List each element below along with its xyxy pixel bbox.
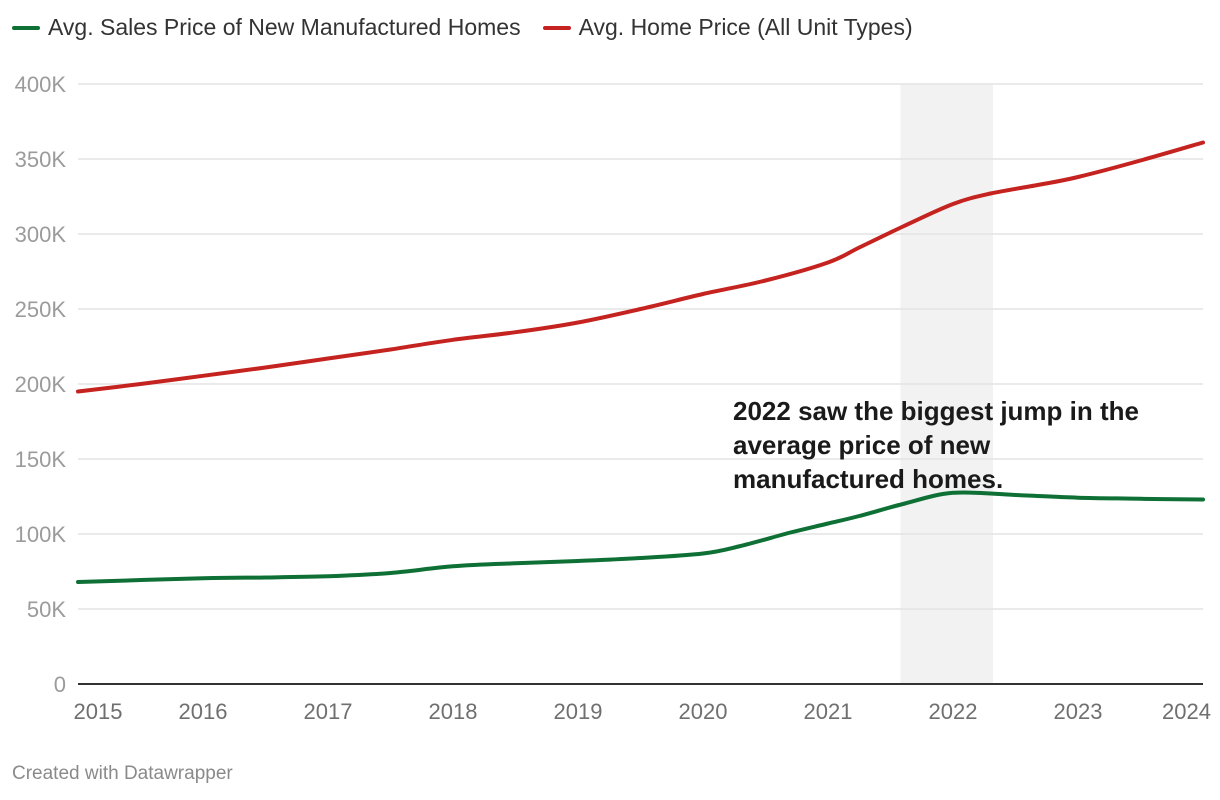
- x-tick-label: 2017: [304, 699, 353, 724]
- x-tick-label: 2024: [1162, 699, 1211, 724]
- y-tick-label: 100K: [15, 522, 67, 547]
- x-tick-label: 2019: [554, 699, 603, 724]
- annotation-text-line: manufactured homes.: [733, 464, 1003, 494]
- x-tick-label: 2015: [74, 699, 123, 724]
- legend-item-all-unit-types: Avg. Home Price (All Unit Types): [542, 14, 913, 41]
- x-tick-label: 2018: [429, 699, 478, 724]
- y-tick-label: 150K: [15, 447, 67, 472]
- y-tick-label: 200K: [15, 372, 67, 397]
- x-tick-label: 2016: [179, 699, 228, 724]
- annotation-text-line: 2022 saw the biggest jump in the: [733, 396, 1139, 426]
- legend-label-all-unit-types: Avg. Home Price (All Unit Types): [578, 14, 913, 40]
- x-tick-label: 2023: [1054, 699, 1103, 724]
- y-tick-label: 350K: [15, 147, 67, 172]
- y-tick-label: 300K: [15, 222, 67, 247]
- x-tick-label: 2022: [929, 699, 978, 724]
- series-line-manufactured-homes: [76, 490, 1205, 584]
- y-tick-label: 250K: [15, 297, 67, 322]
- footer-credit: Created with Datawrapper: [12, 763, 233, 784]
- x-tick-label: 2021: [804, 699, 853, 724]
- legend-item-manufactured-homes: Avg. Sales Price of New Manufactured Hom…: [12, 14, 521, 41]
- chart-legend: Avg. Sales Price of New Manufactured Hom…: [12, 14, 913, 41]
- legend-swatch-manufactured-homes: [12, 25, 40, 30]
- series-line-all-unit-types: [76, 140, 1205, 394]
- y-tick-label: 400K: [15, 72, 67, 97]
- legend-label-manufactured-homes: Avg. Sales Price of New Manufactured Hom…: [48, 14, 521, 40]
- y-tick-label: 50K: [27, 597, 66, 622]
- legend-swatch-all-unit-types: [542, 25, 571, 30]
- y-tick-label: 0: [54, 672, 66, 697]
- annotation-text-line: average price of new: [733, 430, 991, 460]
- x-tick-label: 2020: [679, 699, 728, 724]
